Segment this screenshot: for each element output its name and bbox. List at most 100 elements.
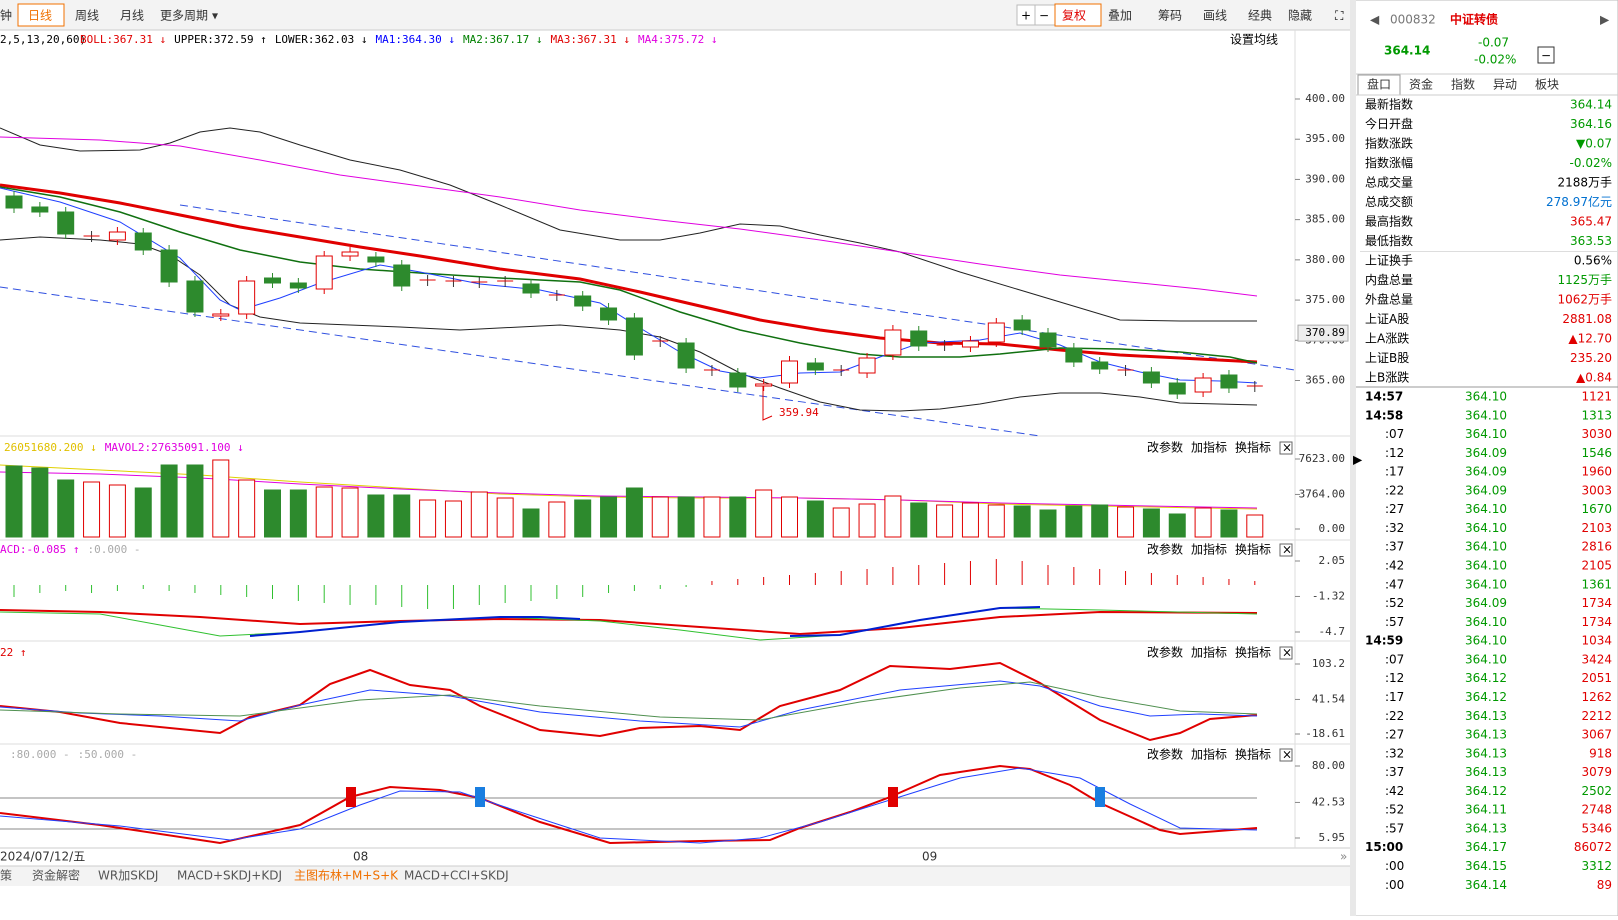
candle <box>987 322 1005 343</box>
close-box[interactable] <box>1279 543 1293 557</box>
volume-bar <box>83 481 101 538</box>
stat-label: 总成交额 <box>1365 194 1413 209</box>
panel-button[interactable]: 换指标 <box>1235 440 1271 455</box>
quote-panel <box>1351 0 1618 917</box>
panel-button[interactable]: 加指标 <box>1191 440 1227 455</box>
tick-volume: 3079 <box>1581 765 1612 779</box>
volume-bar <box>186 464 204 538</box>
quote-tab[interactable]: 板块 <box>1535 78 1559 92</box>
panel-button[interactable]: 改参数 <box>1147 747 1183 762</box>
tick-time: :17 <box>1385 465 1404 479</box>
tick-time: :17 <box>1385 690 1404 704</box>
volume-bar <box>548 501 566 538</box>
candle <box>600 307 618 321</box>
change-pct: -0.02% <box>1474 53 1516 67</box>
stat-label: 总成交量 <box>1365 175 1413 190</box>
period-tab[interactable]: 钟 <box>0 8 12 23</box>
volume-bar <box>1194 507 1212 538</box>
candle <box>806 362 824 371</box>
panel-button[interactable]: 加指标 <box>1191 747 1227 762</box>
bottom-tab[interactable]: MACD+CCI+SKDJ <box>404 869 509 883</box>
quote-tab[interactable]: 指数 <box>1451 77 1475 92</box>
bottom-tab[interactable]: WR加SKDJ <box>98 869 158 883</box>
panel-button[interactable]: 换指标 <box>1235 747 1271 762</box>
stat-label: 最低指数 <box>1365 233 1413 248</box>
prev[interactable]: ◀ <box>1370 13 1380 27</box>
tool-button[interactable]: 画线 <box>1203 9 1227 23</box>
panel-button[interactable]: 改参数 <box>1147 542 1183 557</box>
tick-price: 364.10 <box>1465 577 1507 591</box>
panel-button[interactable]: 换指标 <box>1235 645 1271 660</box>
volume-bar <box>444 500 462 538</box>
tick-volume: 1121 <box>1581 390 1612 404</box>
y-tick-label: 385.00 <box>1305 213 1345 226</box>
candle <box>858 357 876 374</box>
collapse[interactable]: − <box>1541 49 1551 63</box>
panel-button[interactable]: 加指标 <box>1191 645 1227 660</box>
tool-button[interactable]: 隐藏 <box>1288 9 1312 23</box>
tick-volume: 3003 <box>1581 483 1612 497</box>
y-tick-label: 42.53 <box>1312 795 1345 808</box>
toolbar <box>0 0 1350 30</box>
bottom-tab[interactable]: MACD+SKDJ+KDJ <box>177 869 282 883</box>
legend-item: :80.000 - <box>10 748 70 761</box>
period-tab[interactable]: 更多周期 <box>160 9 208 23</box>
period-tab[interactable]: 周线 <box>75 9 99 23</box>
volume-bar <box>264 489 281 538</box>
candle <box>1091 361 1109 370</box>
panel-button[interactable]: 改参数 <box>1147 440 1183 455</box>
bottom-tab[interactable]: 主图布林+M+S+K <box>294 869 399 883</box>
volume-bar <box>961 502 979 538</box>
stat-value: ▼0.07 <box>1576 137 1612 151</box>
legend-item: UPPER:372.59 ↑ <box>174 33 267 46</box>
quote-tab[interactable]: 盘口 <box>1367 77 1391 92</box>
close-box[interactable] <box>1279 748 1293 762</box>
bottom-tab[interactable]: 策 <box>0 869 12 883</box>
tool-button[interactable]: 复权 <box>1062 9 1086 23</box>
splitter[interactable]: ▶ <box>1353 453 1363 467</box>
candle <box>522 283 540 294</box>
volume-bar <box>625 487 643 538</box>
y-tick-label: 5.95 <box>1319 831 1346 844</box>
tool-button[interactable]: 经典 <box>1248 9 1272 23</box>
fullscreen[interactable]: ⛶ <box>1334 9 1344 23</box>
next[interactable]: ▶ <box>1600 13 1610 27</box>
period-tab[interactable]: 日线 <box>28 9 52 23</box>
panel-button[interactable]: 改参数 <box>1147 645 1183 660</box>
tick-time: :00 <box>1385 878 1404 892</box>
bottom-tab[interactable]: 资金解密 <box>32 868 80 883</box>
panel-button[interactable]: 加指标 <box>1191 542 1227 557</box>
candle <box>367 256 385 263</box>
tick-price: 364.12 <box>1465 784 1507 798</box>
zoom-out[interactable]: − <box>1039 9 1049 23</box>
tick-time: :12 <box>1385 446 1404 460</box>
close-box[interactable] <box>1279 441 1293 455</box>
tool-button[interactable]: 筹码 <box>1158 9 1182 23</box>
quote-tab[interactable]: 资金 <box>1409 77 1433 92</box>
quote-tab[interactable]: 异动 <box>1493 78 1517 92</box>
zoom-in[interactable]: + <box>1021 9 1031 23</box>
tool-button[interactable]: 叠加 <box>1108 9 1132 23</box>
tick-volume: 2105 <box>1581 559 1612 573</box>
change: -0.07 <box>1478 36 1509 50</box>
tick-time: :57 <box>1385 615 1404 629</box>
legend-item: MA2:367.17 ↓ <box>463 33 542 46</box>
tick-volume: 1670 <box>1581 502 1612 516</box>
volume-bar <box>160 464 178 538</box>
tick-time: :07 <box>1385 427 1404 441</box>
legend-item: BOLL:367.31 ↓ <box>80 33 166 46</box>
volume-bar <box>1117 506 1135 538</box>
active-tool <box>1054 3 1102 27</box>
volume-bar <box>522 508 540 538</box>
tick-volume: 1361 <box>1581 577 1612 591</box>
volume-bar <box>108 484 126 538</box>
set-ma[interactable]: 设置均线 <box>1230 33 1278 47</box>
close-box[interactable] <box>1279 646 1293 660</box>
tick-time: :52 <box>1385 596 1404 610</box>
candle <box>5 195 23 209</box>
scroll[interactable]: » <box>1340 850 1347 864</box>
volume-bar <box>832 507 850 538</box>
period-tab[interactable]: 月线 <box>120 9 144 23</box>
panel-button[interactable]: 换指标 <box>1235 542 1271 557</box>
tick-volume: 5346 <box>1581 821 1612 835</box>
